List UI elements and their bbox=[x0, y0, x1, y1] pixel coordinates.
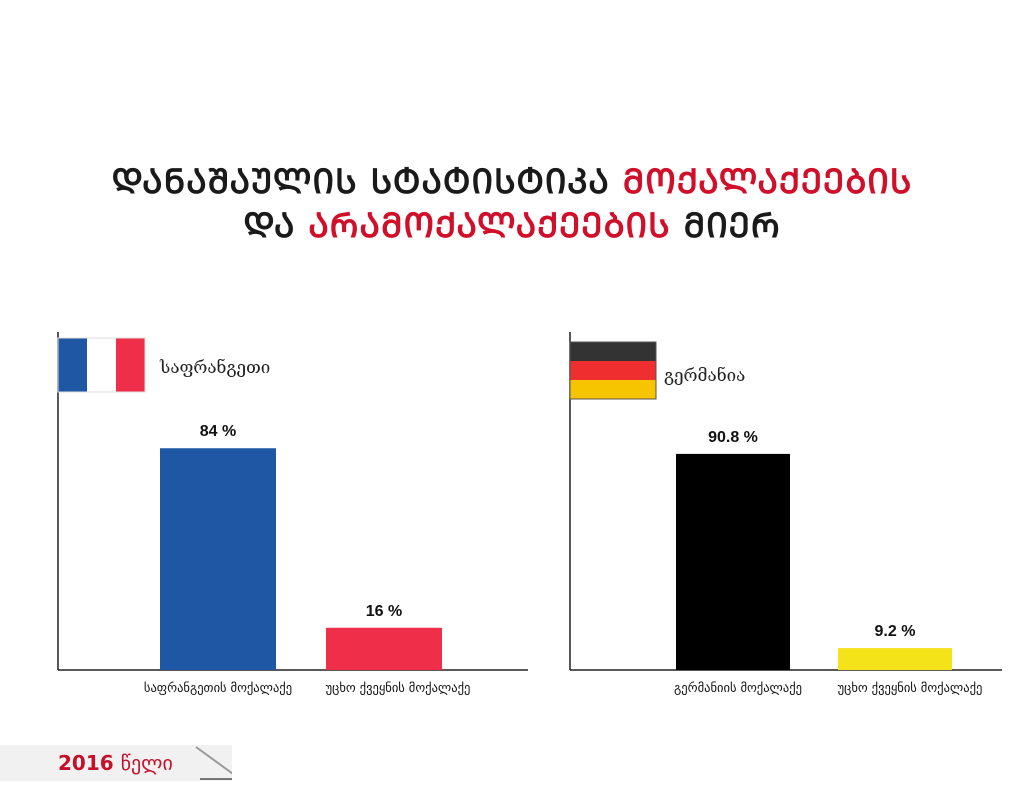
title-line1-red: ᲛᲝᲥᲐᲚᲐᲥᲔᲔᲑᲘᲡ bbox=[622, 162, 913, 202]
title-line-2: ᲓᲐ ᲐᲠᲐᲛᲝᲥᲐᲚᲐᲥᲔᲔᲑᲘᲡ ᲛᲘᲔᲠ bbox=[0, 204, 1024, 248]
footer-word: წელი bbox=[120, 751, 173, 775]
france-bar-1 bbox=[160, 448, 276, 670]
title-line2-black-a: ᲓᲐ bbox=[243, 206, 296, 246]
title-line-1: ᲓᲐᲜᲐᲨᲐᲣᲚᲘᲡ ᲡᲢᲐᲢᲘᲡᲢᲘᲙᲐ ᲛᲝᲥᲐᲚᲐᲥᲔᲔᲑᲘᲡ bbox=[0, 160, 1024, 204]
france-flag-white bbox=[87, 338, 116, 392]
germany-category-label-2: უცხო ქვეყნის მოქალაქე bbox=[838, 680, 983, 695]
germany-value-label-1: 90.8 % bbox=[708, 429, 758, 446]
germany-bar-1 bbox=[676, 453, 790, 670]
germany-flag-black bbox=[570, 342, 656, 361]
france-flag-icon bbox=[57, 337, 146, 393]
france-bar-2 bbox=[326, 627, 442, 670]
footer-year: 2016 bbox=[58, 751, 114, 775]
france-country-name: საფრანგეთი bbox=[159, 358, 270, 378]
germany-flag-red bbox=[570, 361, 656, 380]
germany-category-label-1: გერმანიის მოქალაქე bbox=[674, 680, 802, 695]
germany-flag-gold bbox=[570, 380, 656, 399]
germany-flag-icon bbox=[569, 341, 657, 400]
footer-slash-icon bbox=[195, 746, 232, 780]
title-line2-black-b: ᲛᲘᲔᲠ bbox=[683, 206, 781, 246]
title-line1-black: ᲓᲐᲜᲐᲨᲐᲣᲚᲘᲡ ᲡᲢᲐᲢᲘᲡᲢᲘᲙᲐ bbox=[111, 162, 610, 202]
footer-bar bbox=[0, 745, 232, 781]
france-category-label-2: უცხო ქვეყნის მოქალაქე bbox=[326, 680, 471, 695]
footer-year-label: 2016 წელი bbox=[58, 747, 173, 779]
france-flag-red bbox=[116, 338, 145, 392]
france-flag-blue bbox=[58, 338, 87, 392]
germany-value-label-2: 9.2 % bbox=[875, 623, 916, 640]
chart-title: ᲓᲐᲜᲐᲨᲐᲣᲚᲘᲡ ᲡᲢᲐᲢᲘᲡᲢᲘᲙᲐ ᲛᲝᲥᲐᲚᲐᲥᲔᲔᲑᲘᲡ ᲓᲐ ᲐᲠ… bbox=[0, 160, 1024, 248]
germany-bar-2 bbox=[838, 648, 952, 670]
france-value-label-2: 16 % bbox=[366, 603, 402, 620]
title-line2-red: ᲐᲠᲐᲛᲝᲥᲐᲚᲐᲥᲔᲔᲑᲘᲡ bbox=[308, 206, 671, 246]
france-value-label-1: 84 % bbox=[200, 423, 236, 440]
france-category-label-1: საფრანგეთის მოქალაქე bbox=[144, 680, 292, 695]
germany-country-name: გერმანია bbox=[664, 366, 745, 386]
